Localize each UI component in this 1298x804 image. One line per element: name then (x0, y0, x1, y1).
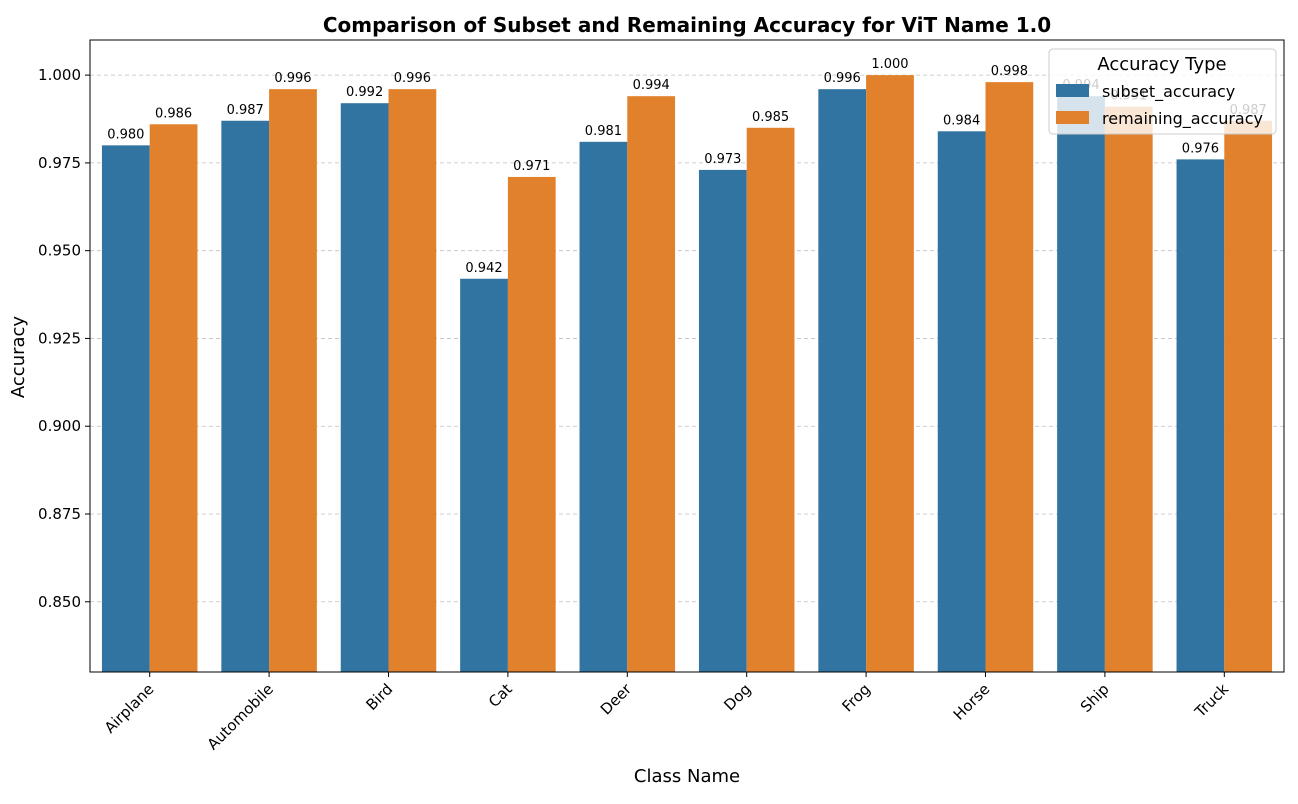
bar-subset_accuracy-ship (1057, 96, 1105, 672)
data-label: 0.986 (155, 106, 192, 121)
data-label: 0.996 (824, 71, 861, 86)
data-label: 0.980 (107, 127, 144, 142)
bar-remaining_accuracy-ship (1104, 106, 1153, 672)
bar-remaining_accuracy-airplane (149, 124, 198, 673)
data-label: 0.984 (943, 113, 980, 128)
legend-swatch-remaining (1056, 111, 1089, 124)
x-axis-label: Class Name (634, 766, 740, 787)
x-tick-label: Dog (720, 680, 754, 714)
bar-remaining_accuracy-deer (627, 96, 676, 672)
y-tick-label: 1.000 (38, 66, 81, 84)
bar-remaining_accuracy-truck (1224, 120, 1273, 672)
bar-subset_accuracy-bird (340, 103, 389, 672)
x-tick-label: Automobile (204, 680, 277, 753)
x-tick-label: Airplane (101, 680, 158, 737)
x-tick-label: Cat (485, 680, 516, 711)
data-label: 0.996 (394, 71, 431, 86)
bar-subset_accuracy-automobile (221, 120, 270, 672)
bars (101, 75, 1273, 673)
bar-remaining_accuracy-dog (746, 127, 795, 673)
legend-title: Accuracy Type (1097, 54, 1226, 75)
bar-remaining_accuracy-frog (866, 75, 914, 673)
data-label: 0.942 (465, 261, 502, 276)
x-tick-label: Horse (950, 680, 994, 724)
x-tick-label: Deer (597, 680, 636, 719)
bar-subset_accuracy-frog (818, 89, 867, 672)
bar-subset_accuracy-cat (460, 278, 508, 672)
bar-subset_accuracy-airplane (101, 145, 150, 673)
data-label: 0.998 (991, 64, 1028, 79)
y-axis-ticks: 0.850 0.875 0.900 0.925 0.950 0.975 1.000 (38, 66, 90, 611)
legend-label-subset: subset_accuracy (1102, 82, 1235, 102)
data-label: 0.976 (1182, 141, 1219, 156)
x-tick-label: Bird (362, 680, 396, 714)
bar-subset_accuracy-deer (579, 141, 628, 673)
x-tick-label: Frog (839, 680, 874, 715)
x-tick-label: Ship (1077, 680, 1113, 716)
bar-subset_accuracy-truck (1176, 159, 1225, 672)
y-tick-label: 0.900 (38, 417, 81, 435)
bar-remaining_accuracy-bird (388, 89, 437, 672)
legend-box (1048, 48, 1277, 135)
data-label: 0.992 (346, 85, 383, 100)
x-axis-ticks: Airplane Automobile Bird Cat Deer Dog Frog Hors… (101, 672, 1233, 753)
bar-remaining_accuracy-horse (985, 82, 1034, 673)
bar-remaining_accuracy-cat (507, 176, 556, 672)
data-label: 0.981 (585, 124, 622, 139)
legend: Accuracy Type subset_accuracy remaining_… (1048, 48, 1277, 135)
data-label: 0.973 (704, 152, 741, 167)
chart-title: Comparison of Subset and Remaining Accur… (323, 13, 1051, 37)
bar-subset_accuracy-horse (937, 131, 986, 673)
data-label: 0.994 (633, 78, 670, 93)
legend-label-remaining: remaining_accuracy (1102, 109, 1263, 129)
data-label: 0.987 (227, 103, 264, 118)
x-tick-label: Truck (1191, 680, 1233, 722)
y-tick-label: 0.925 (38, 329, 81, 347)
data-label: 0.985 (752, 110, 789, 125)
legend-swatch-subset (1056, 84, 1089, 97)
y-tick-label: 0.975 (38, 154, 81, 172)
y-tick-label: 0.875 (38, 505, 81, 523)
y-tick-label: 0.850 (38, 593, 81, 611)
data-label: 1.000 (871, 57, 908, 72)
bar-remaining_accuracy-automobile (269, 89, 317, 672)
y-axis-label: Accuracy (8, 316, 29, 399)
y-tick-label: 0.950 (38, 242, 81, 260)
data-label: 0.996 (274, 71, 311, 86)
plot-frame (89, 39, 1285, 673)
data-label: 0.971 (513, 159, 550, 174)
bar-subset_accuracy-dog (698, 169, 747, 672)
